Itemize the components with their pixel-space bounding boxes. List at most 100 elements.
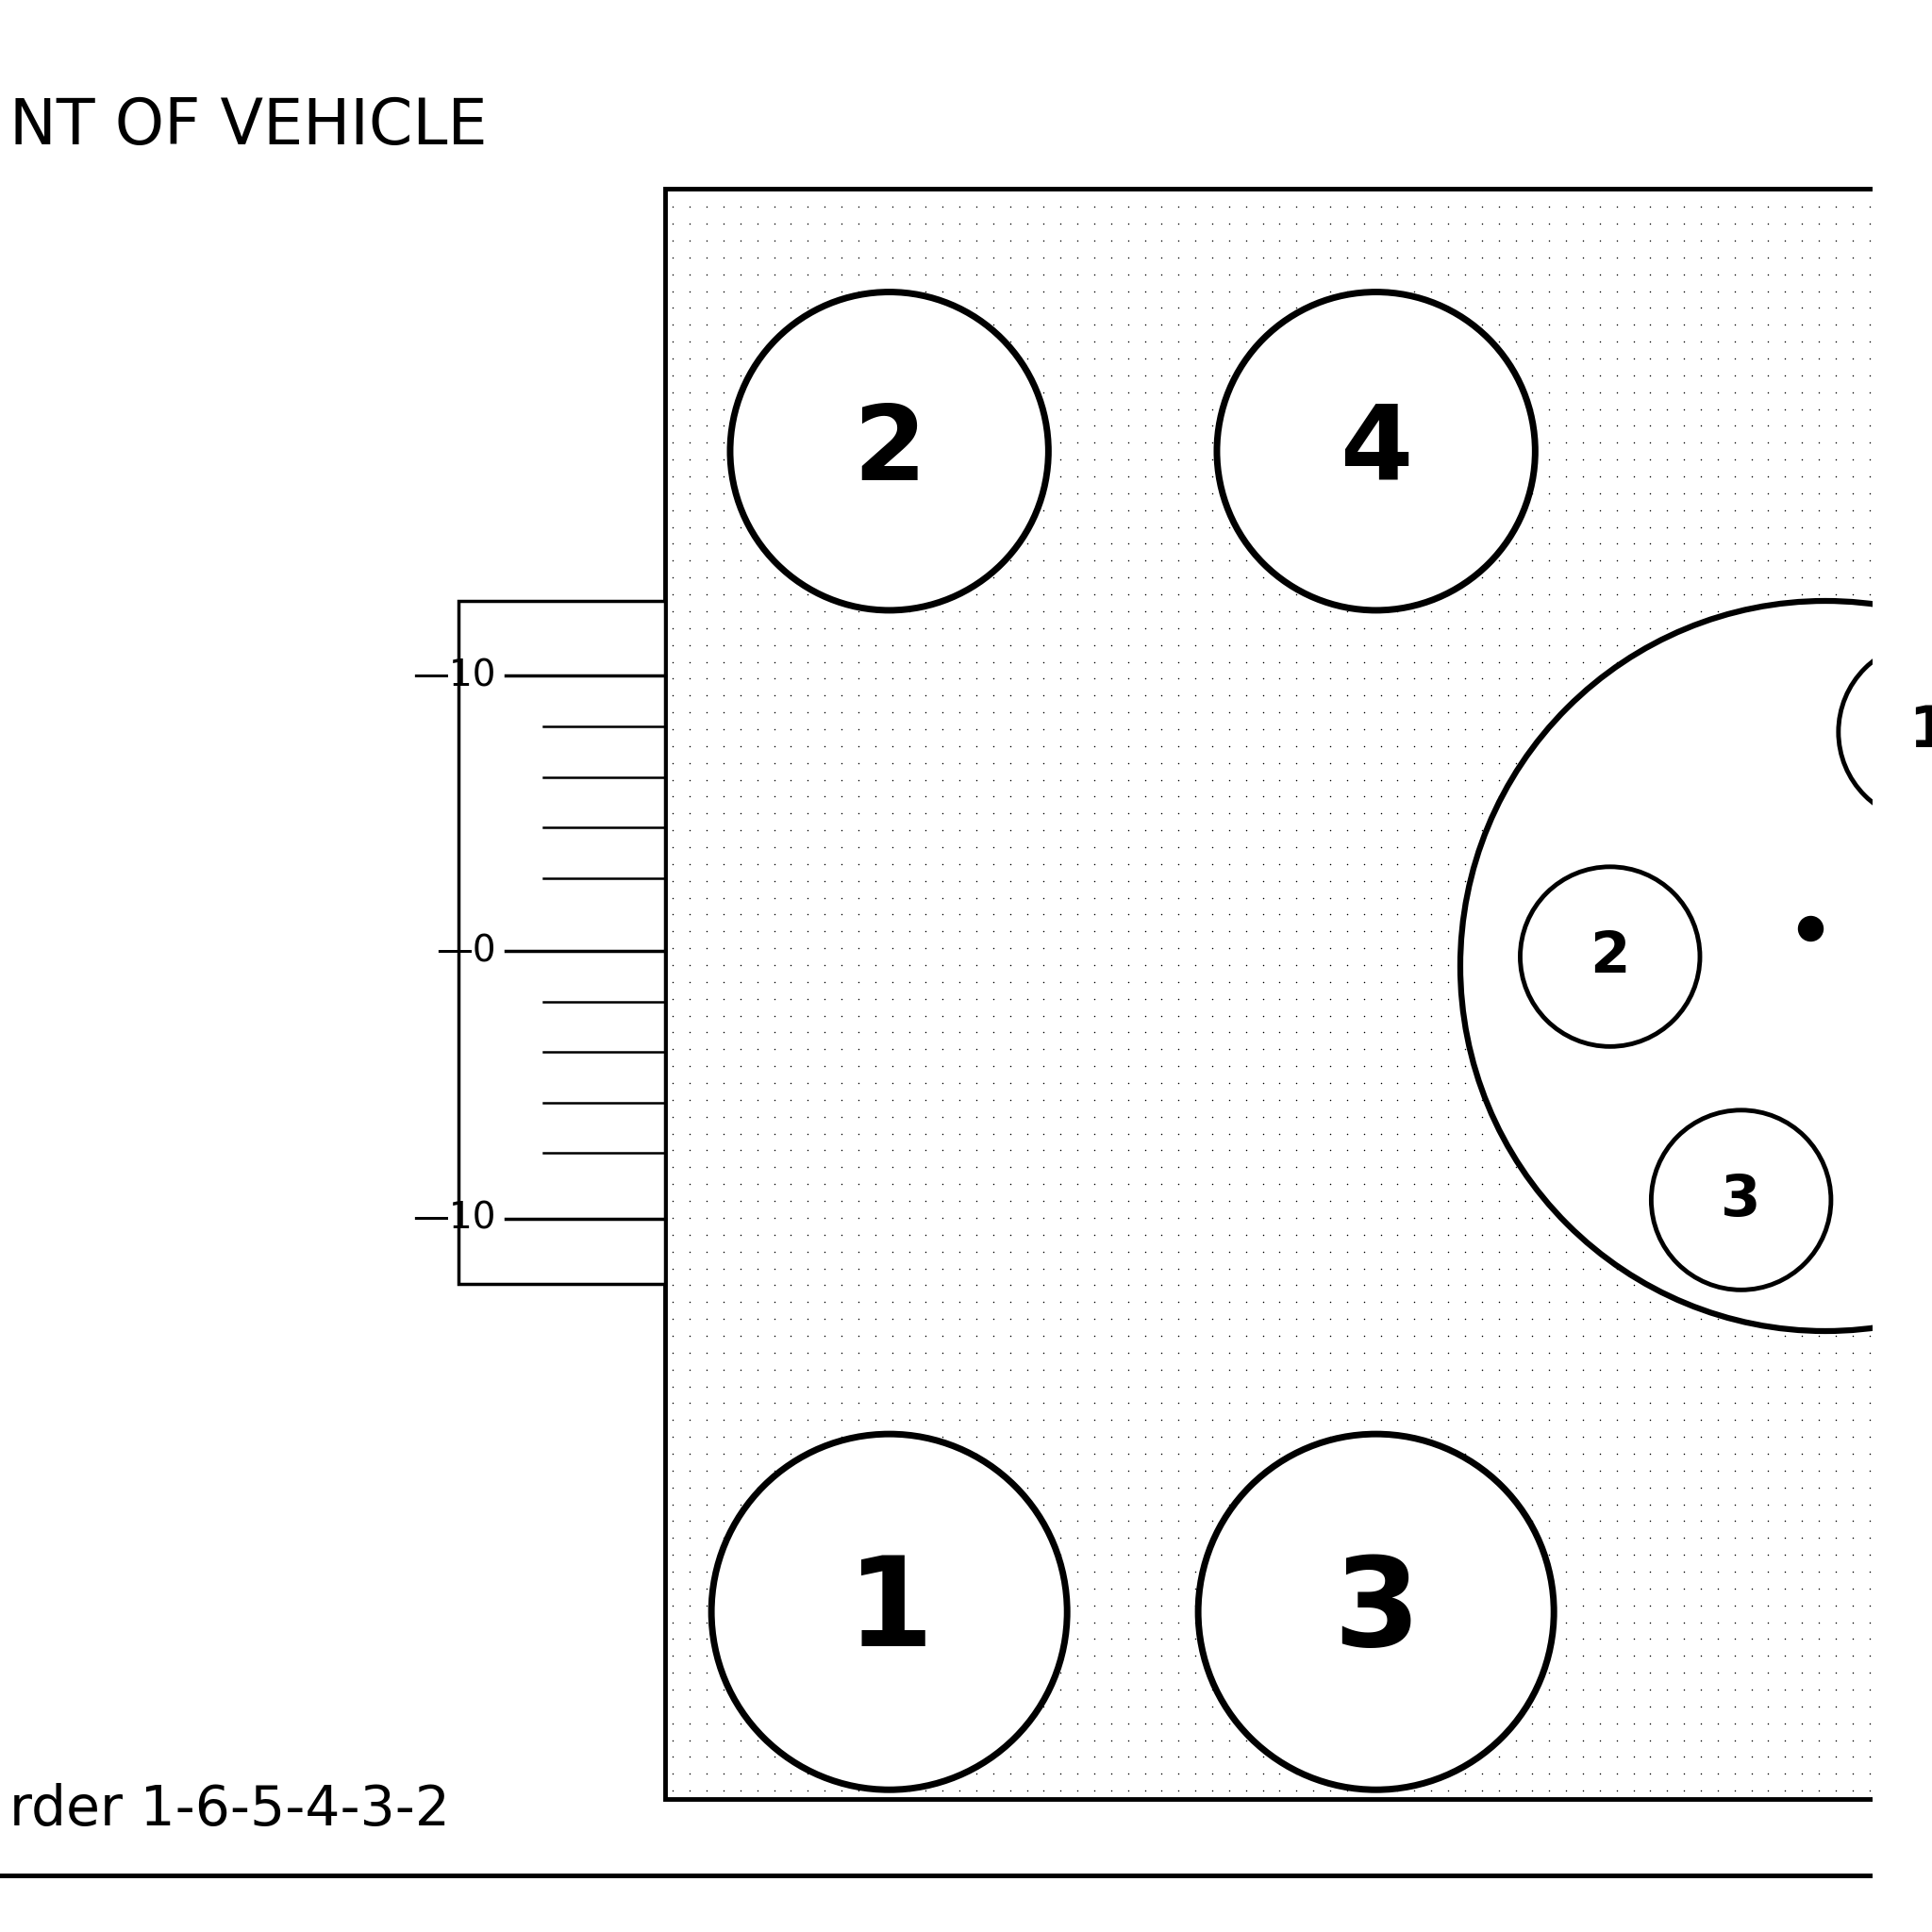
Point (1366, 1001, 1397, 1032)
Point (1449, 580, 1480, 611)
Point (1617, 1051, 1648, 1082)
Point (1719, 191, 1750, 222)
Point (860, 680, 891, 711)
Point (1517, 359, 1548, 390)
Point (927, 1034, 958, 1065)
Point (1213, 1590, 1244, 1621)
Point (1399, 327, 1430, 357)
Point (1669, 1084, 1700, 1115)
Point (1499, 748, 1530, 779)
Point (1652, 1051, 1683, 1082)
Point (877, 1472, 908, 1503)
Point (1567, 562, 1598, 593)
Point (995, 1405, 1026, 1435)
Point (1196, 174, 1227, 205)
Point (657, 831, 688, 862)
Point (1434, 477, 1464, 508)
Point (1381, 680, 1412, 711)
Point (1685, 1151, 1716, 1182)
Point (1028, 1387, 1059, 1418)
Point (810, 1573, 840, 1604)
Point (1770, 1387, 1801, 1418)
Point (1584, 781, 1615, 811)
Point (1399, 377, 1430, 408)
Point (1399, 292, 1430, 323)
Point (1584, 1505, 1615, 1536)
Point (1484, 1776, 1515, 1806)
Point (1130, 1490, 1161, 1520)
Point (978, 1776, 1009, 1806)
Point (1888, 1490, 1918, 1520)
Point (1449, 495, 1480, 526)
Point (1180, 1455, 1211, 1486)
Point (1213, 1690, 1244, 1721)
Point (1770, 831, 1801, 862)
Point (1803, 1269, 1833, 1300)
Point (1331, 495, 1362, 526)
Point (1534, 1741, 1565, 1772)
Point (910, 1573, 941, 1604)
Point (910, 377, 941, 408)
Point (978, 883, 1009, 914)
Point (1028, 883, 1059, 914)
Point (1163, 1372, 1194, 1403)
Point (1449, 226, 1480, 257)
Point (1888, 344, 1918, 375)
Point (1602, 1134, 1633, 1165)
Point (1702, 1320, 1733, 1350)
Point (1837, 798, 1868, 829)
Point (827, 1490, 858, 1520)
Point (1584, 966, 1615, 997)
Point (995, 1320, 1026, 1350)
Point (724, 1472, 755, 1503)
Point (810, 680, 840, 711)
Point (1113, 866, 1144, 896)
Point (775, 242, 806, 272)
Point (1669, 410, 1700, 440)
Point (1803, 595, 1833, 626)
Point (1231, 562, 1262, 593)
Point (1449, 883, 1480, 914)
Point (910, 1320, 941, 1350)
Point (1045, 527, 1076, 558)
Point (1231, 242, 1262, 272)
Point (709, 1505, 740, 1536)
Point (1517, 1101, 1548, 1132)
Point (1163, 1269, 1194, 1300)
Point (1567, 748, 1598, 779)
Point (1213, 527, 1244, 558)
Point (1449, 1405, 1480, 1435)
Point (1466, 647, 1497, 678)
Point (1449, 1472, 1480, 1503)
Point (1196, 713, 1227, 744)
Point (1484, 462, 1515, 493)
Point (877, 1741, 908, 1772)
Point (1028, 1269, 1059, 1300)
Point (877, 276, 908, 307)
Point (1381, 713, 1412, 744)
Point (1837, 1068, 1868, 1099)
Point (810, 1354, 840, 1385)
Point (1196, 983, 1227, 1014)
Point (1602, 1354, 1633, 1385)
Point (1770, 1219, 1801, 1250)
Point (1281, 1119, 1312, 1150)
Point (1045, 1607, 1076, 1638)
Point (1331, 781, 1362, 811)
Point (1045, 292, 1076, 323)
Point (1499, 866, 1530, 896)
Point (1617, 1472, 1648, 1503)
Point (1669, 1505, 1700, 1536)
Point (1466, 1169, 1497, 1200)
Point (792, 1001, 823, 1032)
Point (1517, 883, 1548, 914)
Point (1180, 1690, 1211, 1721)
Point (1314, 394, 1345, 425)
Point (1063, 663, 1094, 694)
Point (1381, 1758, 1412, 1789)
Point (1719, 527, 1750, 558)
Point (810, 1372, 840, 1403)
Point (1702, 1573, 1733, 1604)
Point (1078, 1236, 1109, 1267)
Point (1231, 748, 1262, 779)
